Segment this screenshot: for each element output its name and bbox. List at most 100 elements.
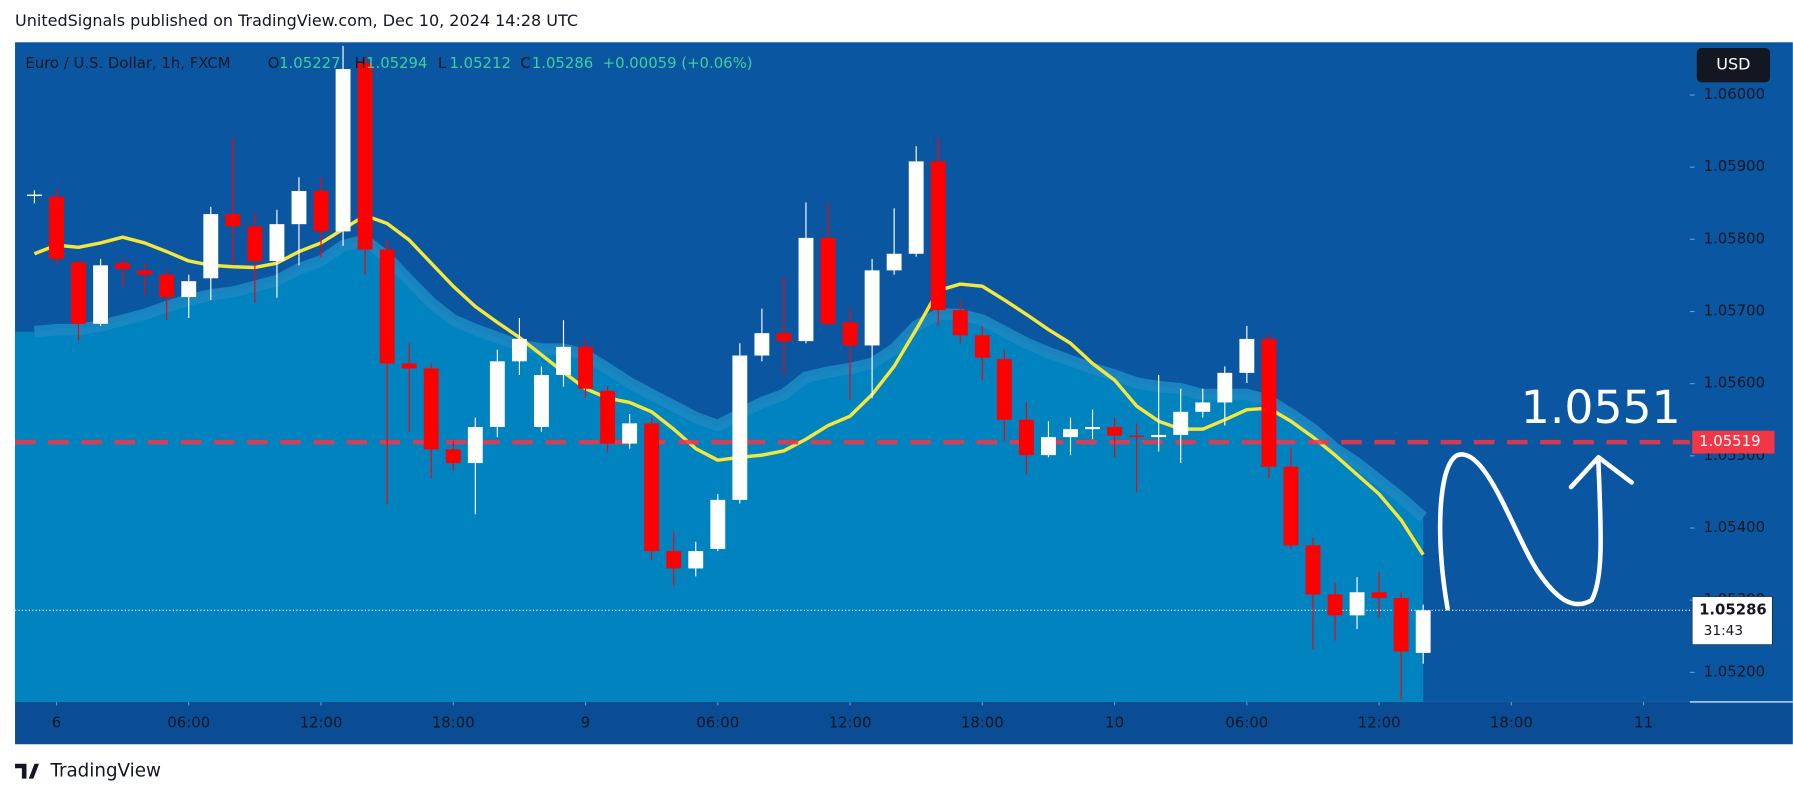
- candle-body: [49, 196, 64, 259]
- candle-body: [864, 270, 880, 346]
- candle-body: [688, 551, 704, 569]
- price-badge: 1.05286: [1699, 600, 1767, 618]
- y-tick-label: 1.05700: [1704, 302, 1765, 320]
- level-badge-box: [1692, 430, 1775, 454]
- candle-body: [556, 346, 571, 376]
- candle-body: [776, 333, 792, 342]
- candle-body: [269, 224, 285, 261]
- ohlc-key: O: [268, 54, 280, 72]
- y-tick-label: 1.05600: [1704, 374, 1765, 392]
- candle-body: [401, 363, 417, 369]
- symbol-label: Euro / U.S. Dollar, 1h, FXCM: [25, 54, 230, 72]
- candle-body: [754, 333, 770, 356]
- x-tick-label: 18:00: [432, 714, 475, 732]
- candle-body: [357, 63, 373, 250]
- candle-body: [578, 346, 593, 389]
- x-tick-label: 6: [52, 714, 61, 732]
- candle-body: [1305, 545, 1321, 595]
- y-tick-label: 1.05400: [1704, 518, 1765, 536]
- ohlc-value: 1.05286: [532, 54, 593, 72]
- moving-average-line: [33, 213, 1425, 556]
- candle-body: [996, 359, 1012, 420]
- candle-body: [467, 426, 483, 464]
- candle-body: [489, 361, 505, 427]
- brand-name: TradingView: [49, 761, 161, 782]
- x-tick-label: 06:00: [167, 714, 210, 732]
- ohlc-value: 1.05227: [279, 54, 340, 72]
- x-tick-label: 18:00: [1490, 714, 1533, 732]
- candle-body: [1283, 466, 1299, 546]
- y-tick-label: 1.05900: [1704, 157, 1765, 175]
- candle-body: [1129, 435, 1145, 438]
- candle-body: [511, 338, 527, 362]
- candle-body: [974, 335, 990, 358]
- candle-body: [666, 551, 682, 569]
- candle-body: [534, 375, 549, 427]
- candle-body: [379, 249, 395, 364]
- x-tick-label: 9: [581, 714, 590, 732]
- candle-body: [1063, 429, 1078, 438]
- candle-body: [1393, 598, 1409, 652]
- candle-body: [1018, 419, 1034, 456]
- candle-body: [1041, 437, 1056, 456]
- logo-icon: [15, 763, 40, 779]
- change-label: +0.00059 (+0.06%): [603, 54, 753, 72]
- candle-body: [952, 310, 968, 336]
- x-tick-label: 11: [1634, 714, 1653, 732]
- level-badge: 1.05519: [1699, 432, 1760, 450]
- candle-body: [71, 262, 86, 324]
- ohlc-key: C: [520, 54, 530, 72]
- x-tick-label: 10: [1105, 714, 1124, 732]
- candle-body: [181, 281, 197, 298]
- candle-body: [1239, 338, 1255, 373]
- candle-body: [644, 423, 660, 552]
- candle-body: [159, 274, 175, 298]
- candle-body: [291, 190, 307, 225]
- candle-body: [732, 355, 748, 500]
- candle-body: [1195, 402, 1211, 412]
- candle-body: [1261, 338, 1277, 467]
- candle-body: [1107, 426, 1123, 436]
- ohlc-value: 1.05212: [449, 54, 510, 72]
- x-tick-label: 18:00: [961, 714, 1004, 732]
- candle-body: [137, 270, 153, 275]
- candle-body: [1371, 592, 1387, 599]
- candle-body: [908, 161, 924, 254]
- candle-body: [820, 237, 836, 324]
- candle-body: [445, 449, 461, 464]
- candle-body: [710, 499, 726, 549]
- ohlc-key: L: [438, 54, 447, 72]
- currency-badge: USD: [1716, 55, 1750, 74]
- ohlc-value: 1.05294: [366, 54, 427, 72]
- candle-body: [225, 214, 241, 227]
- drawn-arrow: [1437, 452, 1634, 611]
- publisher-line: UnitedSignals published on TradingView.c…: [15, 11, 578, 30]
- target-annotation: 1.0551: [1521, 381, 1681, 434]
- y-tick-label: 1.06000: [1704, 85, 1765, 103]
- ohlc-key: H: [355, 54, 366, 72]
- candle-body: [313, 190, 329, 232]
- x-tick-label: 12:00: [1358, 714, 1401, 732]
- candle-body: [1173, 411, 1189, 435]
- candle-body: [423, 368, 439, 450]
- y-tick-label: 1.05200: [1704, 662, 1765, 680]
- candle-body: [115, 263, 131, 269]
- brand-logo: TradingView: [15, 761, 161, 782]
- candle-body: [203, 214, 219, 279]
- candle-body: [1085, 426, 1100, 430]
- x-tick-label: 06:00: [696, 714, 739, 732]
- candle-body: [1217, 372, 1233, 403]
- candle-body: [622, 423, 638, 444]
- candle-body: [1349, 592, 1365, 616]
- candle-body: [798, 237, 814, 342]
- area-fill: [15, 240, 1424, 702]
- candle-body: [1327, 594, 1343, 616]
- candle-body: [27, 194, 42, 197]
- candle-body: [247, 226, 263, 261]
- price-badge-box: [1691, 596, 1773, 645]
- candle-body: [93, 265, 109, 324]
- time-axis-background: [15, 701, 1793, 745]
- chart-layer: 1.052001.053001.054001.055001.056001.057…: [15, 45, 1775, 732]
